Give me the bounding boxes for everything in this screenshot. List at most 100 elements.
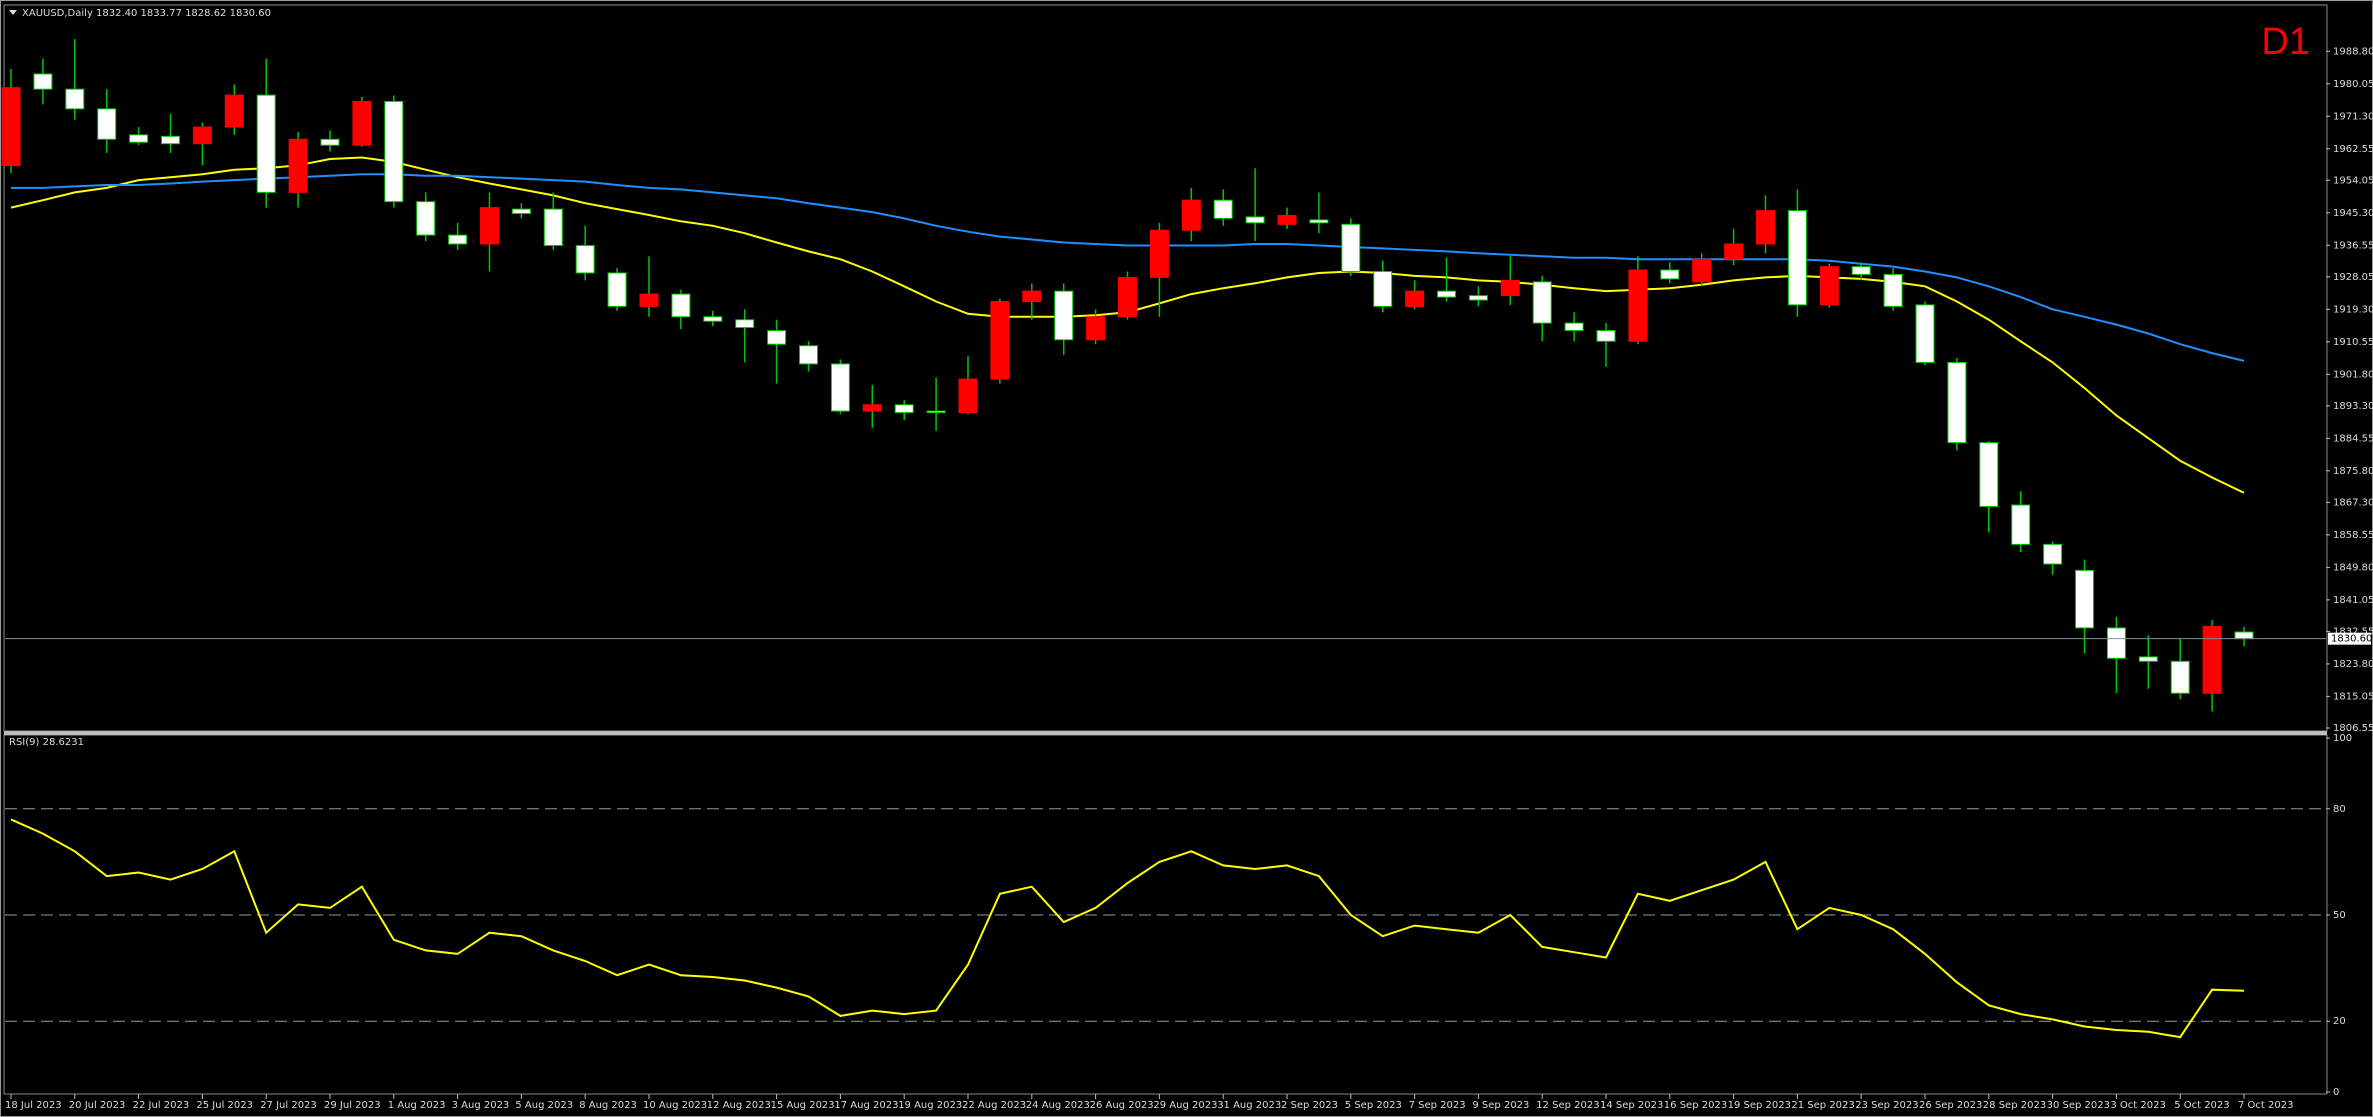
y-tick-label: 1867.30	[2333, 497, 2373, 508]
candle-body-up	[1500, 279, 1520, 297]
x-tick-label: 12 Aug 2023	[707, 1100, 771, 1111]
candle-body-down	[2011, 504, 2031, 545]
x-tick-label: 31 Aug 2023	[1217, 1100, 1281, 1111]
x-tick-label: 28 Sep 2023	[1983, 1100, 2046, 1111]
candle-body-up	[1022, 290, 1042, 303]
y-tick-label: 1806.55	[2333, 723, 2373, 734]
candle-body-down	[1851, 266, 1871, 275]
y-tick-label: 1919.30	[2333, 304, 2373, 315]
x-tick-label: 10 Aug 2023	[643, 1100, 707, 1111]
x-tick-label: 26 Aug 2023	[1090, 1100, 1154, 1111]
x-tick-label: 22 Aug 2023	[962, 1100, 1026, 1111]
x-tick-label: 5 Aug 2023	[515, 1100, 573, 1111]
candle-body-down	[1309, 219, 1329, 224]
x-tick-label: 29 Jul 2023	[324, 1100, 381, 1111]
candle-body-down	[671, 293, 691, 318]
x-tick-label: 3 Oct 2023	[2110, 1100, 2165, 1111]
candle-body-up	[639, 293, 659, 307]
candle-body-down	[33, 73, 53, 90]
y-tick-label: 1849.80	[2333, 562, 2373, 573]
bid-label: 1830.60	[2331, 634, 2372, 645]
y-tick-label: 80	[2333, 804, 2346, 815]
candle-body-down	[735, 319, 755, 329]
candle-body-down	[1883, 273, 1903, 307]
candle-body-down	[767, 330, 787, 345]
candle-body-down	[703, 316, 723, 322]
y-tick-label: 1988.80	[2333, 46, 2373, 57]
x-tick-label: 22 Jul 2023	[133, 1100, 190, 1111]
candle-body-down	[1341, 223, 1361, 272]
candle-body-down	[2234, 631, 2254, 640]
candle-body-down	[1787, 210, 1807, 306]
candle-body-down	[1373, 270, 1393, 307]
candle-body-down	[511, 208, 531, 215]
symbol-title: XAUUSD,Daily	[22, 8, 93, 19]
x-tick-label: 1 Aug 2023	[388, 1100, 446, 1111]
candle-body-down	[65, 88, 85, 110]
x-tick-label: 15 Aug 2023	[771, 1100, 835, 1111]
ohlc-info: 1832.40 1833.77 1828.62 1830.60	[96, 8, 271, 19]
x-tick-label: 7 Sep 2023	[1409, 1100, 1466, 1111]
y-tick-label: 1945.30	[2333, 208, 2373, 219]
candle-body-up	[224, 94, 244, 128]
y-tick-label: 20	[2333, 1016, 2346, 1027]
candle-body-down	[161, 135, 180, 145]
candle-body-down	[543, 208, 563, 246]
candle-body-down	[1564, 322, 1584, 332]
y-tick-label: 1858.55	[2333, 530, 2373, 541]
y-tick-label: 1823.80	[2333, 659, 2373, 670]
x-tick-label: 3 Aug 2023	[452, 1100, 510, 1111]
timeframe-badge: D1	[2261, 21, 2310, 63]
y-tick-label: 1928.05	[2333, 272, 2373, 283]
candle-body-up	[990, 301, 1010, 380]
x-tick-label: 17 Aug 2023	[834, 1100, 898, 1111]
rsi-line	[10, 818, 2245, 1039]
rsi-title: RSI(9) 28.6231	[9, 737, 84, 748]
x-tick-label: 23 Sep 2023	[1855, 1100, 1918, 1111]
candle-body-up	[1819, 266, 1839, 306]
candle-body-down	[607, 272, 627, 307]
x-tick-label: 5 Sep 2023	[1345, 1100, 1402, 1111]
menu-icon[interactable]	[9, 10, 17, 15]
candle-body-down	[2106, 627, 2126, 659]
x-tick-label: 25 Jul 2023	[196, 1100, 253, 1111]
x-tick-label: 19 Aug 2023	[898, 1100, 962, 1111]
y-tick-label: 1910.55	[2333, 337, 2373, 348]
candle-body-down	[1054, 290, 1074, 341]
candle-body-down	[1596, 330, 1616, 342]
x-tick-label: 19 Sep 2023	[1728, 1100, 1791, 1111]
moving-average	[11, 173, 2245, 362]
x-tick-label: 21 Sep 2023	[1791, 1100, 1854, 1111]
panel-separator	[4, 731, 2327, 735]
candle-body-down	[1915, 304, 1935, 363]
candle-body-up	[1756, 210, 1775, 245]
x-tick-label: 9 Sep 2023	[1472, 1100, 1529, 1111]
y-tick-label: 1980.05	[2333, 79, 2373, 90]
y-tick-label: 1815.05	[2333, 691, 2373, 702]
y-tick-label: 1901.80	[2333, 369, 2373, 380]
candle-body-up	[1628, 269, 1648, 342]
y-tick-label: 1832.55	[2333, 626, 2373, 637]
y-tick-label: 1893.30	[2333, 401, 2373, 412]
candle-body-up	[2202, 625, 2222, 694]
candle-body-up	[958, 378, 978, 414]
candle-body-down	[97, 108, 117, 140]
x-tick-label: 5 Oct 2023	[2174, 1100, 2229, 1111]
candle-body-down	[256, 94, 276, 193]
candle-body-down	[1468, 295, 1488, 301]
candle-body-down	[2138, 656, 2158, 662]
x-tick-label: 30 Sep 2023	[2047, 1100, 2110, 1111]
y-tick-label: 1936.55	[2333, 240, 2373, 251]
y-tick-label: 1841.05	[2333, 595, 2373, 606]
candle-body-up	[192, 126, 212, 145]
y-tick-label: 1962.55	[2333, 144, 2373, 155]
x-tick-label: 8 Aug 2023	[579, 1100, 637, 1111]
candle-body-up	[480, 207, 499, 245]
candle-body-down	[1245, 216, 1265, 224]
candle-body-up	[1405, 290, 1425, 307]
y-tick-label: 1954.05	[2333, 175, 2373, 186]
x-tick-label: 29 Aug 2023	[1153, 1100, 1217, 1111]
x-tick-label: 7 Oct 2023	[2238, 1100, 2293, 1111]
